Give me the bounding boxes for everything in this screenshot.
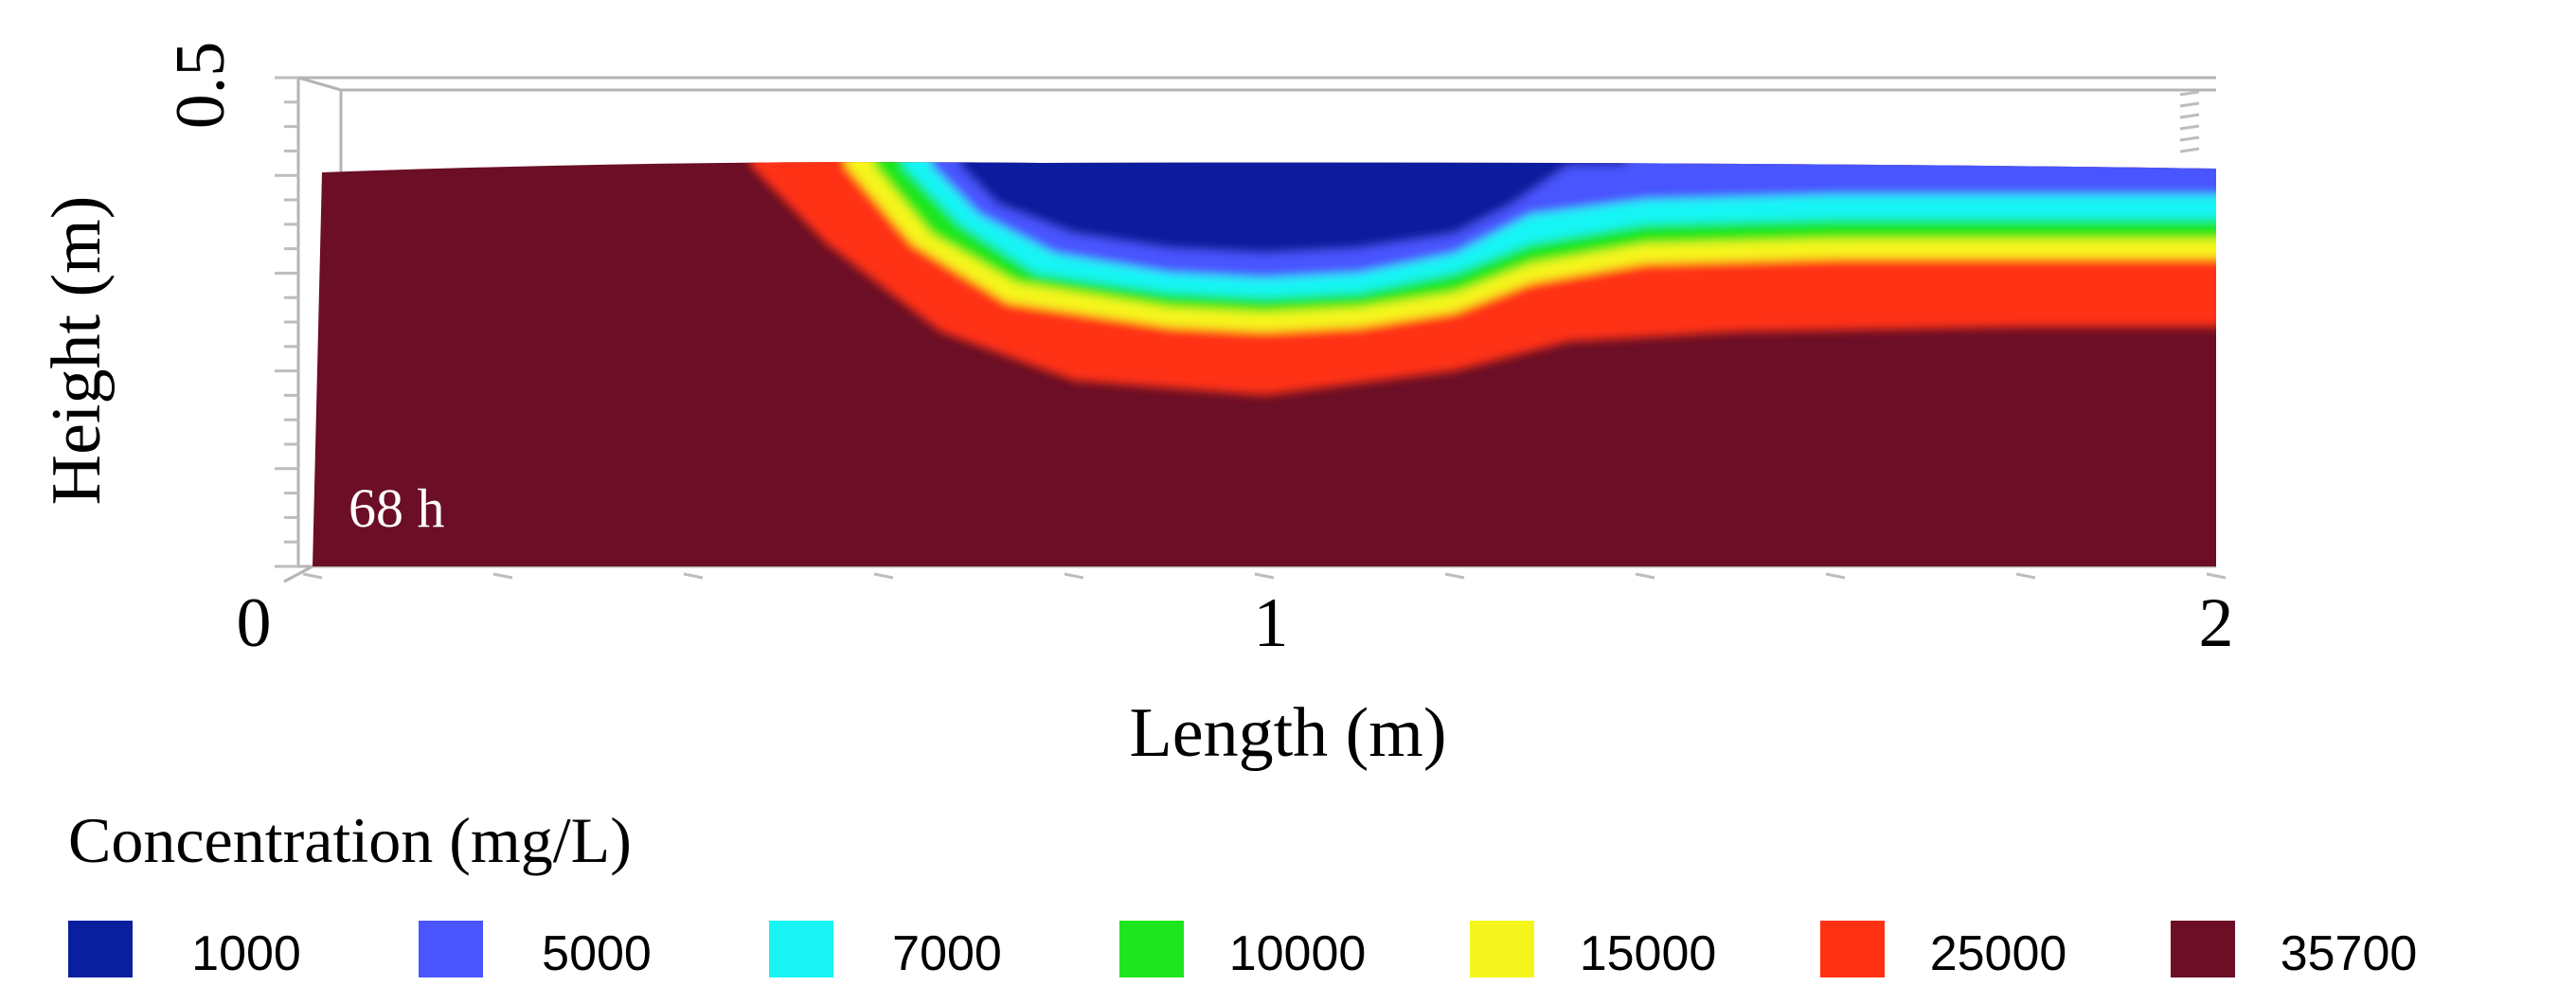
- legend-swatch-35700: [2171, 921, 2235, 977]
- legend-label-5000: 5000: [542, 926, 652, 981]
- legend: 1000 5000 7000 10000 15000 25000 35700: [68, 921, 2417, 981]
- x-minor-tick: [1064, 572, 1084, 580]
- x-minor-tick: [2015, 572, 2036, 580]
- concentration-field: [313, 162, 2216, 566]
- legend-label-1000: 1000: [191, 926, 301, 981]
- x-minor-tick: [1825, 572, 1846, 580]
- legend-label-15000: 15000: [1580, 926, 1717, 981]
- legend-swatch-1000: [68, 921, 133, 977]
- right-minor-tick: [2179, 101, 2200, 108]
- x-minor-tick: [873, 572, 894, 580]
- legend-swatch-5000: [419, 921, 483, 977]
- x-minor-tick: [492, 572, 513, 580]
- legend-label-25000: 25000: [1930, 926, 2067, 981]
- x-axis-minor-ticks: [302, 572, 2227, 580]
- legend-label-35700: 35700: [2281, 926, 2418, 981]
- x-minor-tick: [302, 572, 323, 580]
- right-minor-tick: [2179, 124, 2200, 131]
- x-tick-label-2: 2: [2199, 584, 2234, 662]
- time-annotation: 68 h: [349, 477, 445, 539]
- x-minor-tick: [683, 572, 704, 580]
- legend-title: Concentration (mg/L): [68, 804, 632, 876]
- right-axis-ticks: [2179, 90, 2200, 153]
- x-tick-label-1: 1: [1254, 584, 1289, 662]
- legend-label-7000: 7000: [892, 926, 1002, 981]
- legend-swatch-10000: [1119, 921, 1184, 977]
- y-axis-minor-ticks: [275, 76, 298, 568]
- x-minor-tick: [2206, 572, 2227, 580]
- right-minor-tick: [2179, 135, 2200, 142]
- legend-label-10000: 10000: [1229, 926, 1367, 981]
- legend-swatch-25000: [1820, 921, 1885, 977]
- x-tick-label-0: 0: [237, 584, 272, 662]
- x-axis-label: Length (m): [1130, 694, 1447, 772]
- legend-swatch-15000: [1470, 921, 1534, 977]
- x-minor-tick: [1254, 572, 1275, 580]
- contour-band-1000: [959, 162, 1626, 254]
- y-axis-label: Height (m): [38, 196, 116, 506]
- legend-swatch-7000: [769, 921, 833, 977]
- y-tick-label-top: 0.5: [162, 42, 240, 130]
- x-minor-tick: [1635, 572, 1655, 580]
- right-minor-tick: [2179, 147, 2200, 153]
- right-minor-tick: [2179, 113, 2200, 119]
- right-minor-tick: [2179, 90, 2200, 97]
- x-minor-tick: [1444, 572, 1465, 580]
